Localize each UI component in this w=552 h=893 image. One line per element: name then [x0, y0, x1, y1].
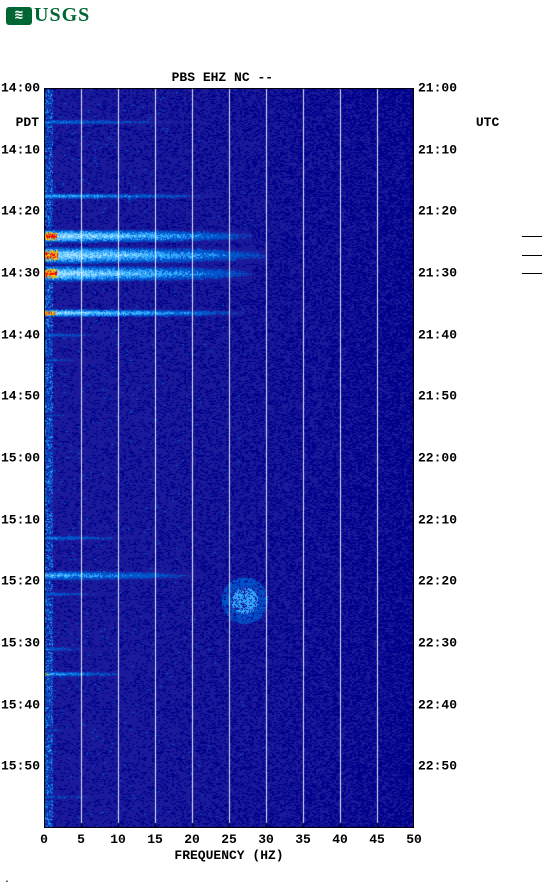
left-tick: 15:30 — [1, 636, 40, 651]
spectrogram-canvas — [44, 88, 414, 828]
x-tick: 10 — [110, 832, 126, 847]
right-tick: 22:40 — [418, 697, 457, 712]
left-tick: 14:50 — [1, 389, 40, 404]
right-tick: 22:30 — [418, 636, 457, 651]
x-tick: 5 — [77, 832, 85, 847]
left-tick: 14:30 — [1, 266, 40, 281]
event-markers — [522, 88, 542, 828]
x-tick: 35 — [295, 832, 311, 847]
left-tick: 14:10 — [1, 142, 40, 157]
left-tick: 14:20 — [1, 204, 40, 219]
usgs-wave-icon: ≋ — [6, 7, 32, 25]
x-tick: 15 — [147, 832, 163, 847]
left-tick: 15:00 — [1, 451, 40, 466]
right-tick: 21:40 — [418, 327, 457, 342]
event-marker — [522, 273, 542, 274]
left-tick: 15:40 — [1, 697, 40, 712]
x-tick: 40 — [332, 832, 348, 847]
spectrogram-plot — [44, 88, 414, 828]
x-tick: 0 — [40, 832, 48, 847]
event-marker — [522, 236, 542, 237]
header-line-1: PBS EHZ NC -- — [0, 70, 552, 85]
right-tick: 21:00 — [418, 81, 457, 96]
left-time-axis: 14:0014:1014:2014:3014:4014:5015:0015:10… — [0, 88, 44, 828]
left-tick: 15:50 — [1, 759, 40, 774]
right-time-axis: 21:0021:1021:2021:3021:4021:5022:0022:10… — [414, 88, 474, 828]
footer-dot: . — [4, 874, 10, 885]
right-tick: 21:10 — [418, 142, 457, 157]
right-tick: 22:50 — [418, 759, 457, 774]
left-tick: 15:10 — [1, 512, 40, 527]
x-tick: 30 — [258, 832, 274, 847]
usgs-logo-text: USGS — [34, 4, 90, 27]
x-tick: 50 — [406, 832, 422, 847]
x-tick: 25 — [221, 832, 237, 847]
right-tick: 21:50 — [418, 389, 457, 404]
right-tick: 22:20 — [418, 574, 457, 589]
usgs-logo: ≋ USGS — [6, 4, 90, 27]
right-tick: 22:10 — [418, 512, 457, 527]
left-tick: 14:40 — [1, 327, 40, 342]
right-tick: 21:20 — [418, 204, 457, 219]
x-tick: 45 — [369, 832, 385, 847]
frequency-axis-label: FREQUENCY (HZ) — [44, 848, 414, 863]
left-tick: 14:00 — [1, 81, 40, 96]
event-marker — [522, 255, 542, 256]
x-tick: 20 — [184, 832, 200, 847]
left-tick: 15:20 — [1, 574, 40, 589]
right-tick: 22:00 — [418, 451, 457, 466]
right-tick: 21:30 — [418, 266, 457, 281]
